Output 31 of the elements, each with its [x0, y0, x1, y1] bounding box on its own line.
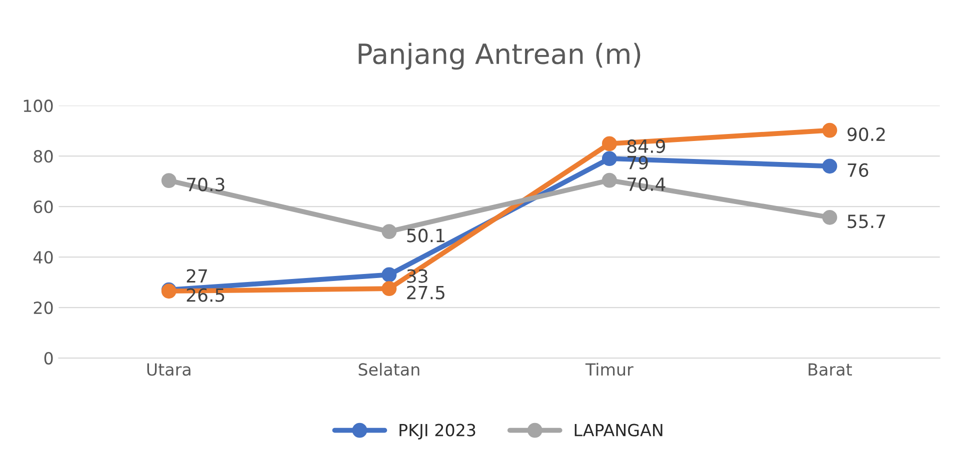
point [822, 210, 838, 225]
point [602, 151, 617, 166]
point [382, 267, 397, 282]
point [382, 224, 397, 240]
y-tick-label: 0 [44, 352, 53, 365]
point [602, 136, 617, 152]
y-tick-label: 80 [34, 150, 53, 163]
y-tick-label: 40 [33, 251, 53, 264]
point [161, 173, 176, 188]
data-label: 84.9 [627, 139, 666, 154]
point [602, 172, 617, 188]
point [822, 122, 838, 138]
chart-title: Panjang Antrean (m) [358, 42, 640, 70]
legend-label: LAPANGAN [574, 424, 662, 436]
data-label: 90.2 [848, 127, 885, 142]
point [382, 281, 397, 296]
x-tick-label: Timur [585, 362, 634, 376]
data-label: 50.1 [407, 228, 444, 242]
x-tick-label: Selatan [358, 362, 420, 376]
data-label: 27.5 [407, 286, 444, 300]
data-label: 76 [848, 163, 868, 177]
legend-label: PKJI 2023 [400, 424, 476, 440]
data-label: 70.3 [187, 178, 224, 192]
x-tick-label: Utara [147, 363, 190, 376]
y-tick-label: 100 [24, 100, 53, 112]
data-label: 55.7 [848, 214, 886, 228]
y-tick-label: 60 [34, 200, 53, 214]
y-tick-label: 20 [34, 301, 53, 314]
x-tick-label: Barat [808, 363, 852, 376]
point [822, 158, 838, 174]
data-label: 27 [186, 269, 207, 282]
